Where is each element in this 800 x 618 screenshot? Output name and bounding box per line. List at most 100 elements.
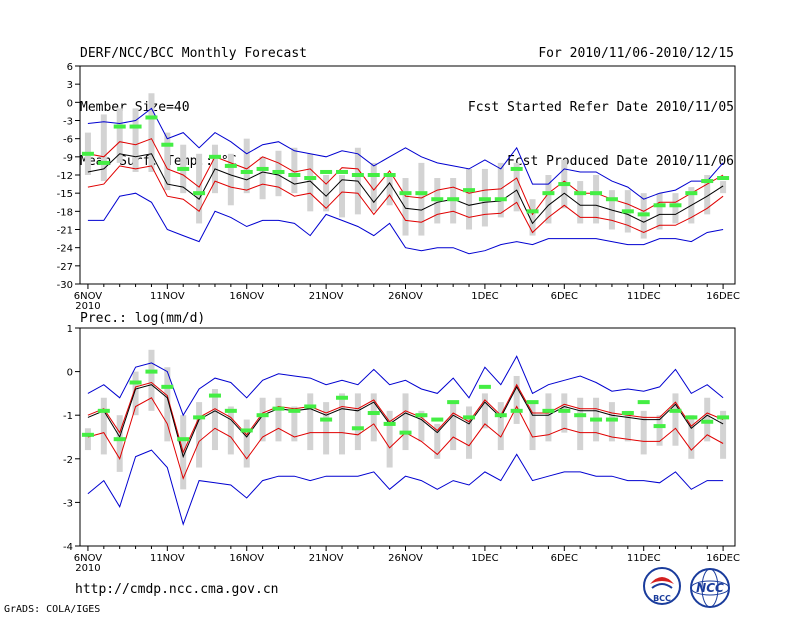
temp-y-tick-label: -30 — [57, 280, 73, 291]
temp-x-tick-label: 11DEC — [627, 291, 661, 302]
prec-range-bar — [370, 393, 377, 442]
prec-observed-marker — [129, 380, 142, 385]
temp-y-tick-label: -21 — [57, 226, 73, 237]
temp-y-tick-label: 6 — [67, 62, 73, 73]
temp-range-bar — [196, 153, 203, 224]
temp-observed-marker — [256, 166, 269, 171]
temp-observed-marker — [653, 203, 666, 208]
prec-observed-marker — [256, 413, 269, 418]
prec-observed-marker — [240, 428, 253, 433]
temp-range-bar — [227, 153, 234, 206]
temp-observed-marker — [336, 169, 348, 174]
temp-observed-marker — [383, 173, 396, 177]
temp-observed-marker — [590, 191, 603, 196]
footer-credit: GrADS: COLA/IGES — [4, 604, 101, 615]
prec-range-bar — [354, 393, 361, 451]
prec-y-tick-label: -2 — [63, 455, 73, 466]
temp-range-bar — [307, 153, 314, 212]
temp-x-tick-label: 16DEC — [706, 291, 740, 302]
prec-range-bar — [608, 402, 615, 442]
footer-url[interactable]: http://cmdp.ncc.cma.gov.cn — [75, 582, 279, 597]
temp-observed-marker — [463, 188, 476, 193]
prec-mean-line — [87, 384, 724, 459]
temp-observed-marker — [224, 163, 237, 168]
temp-observed-marker — [447, 197, 460, 202]
prec-range-bar — [577, 397, 584, 451]
temp-range-bar — [720, 181, 727, 194]
prec-observed-marker — [478, 384, 491, 389]
temp-observed-marker — [526, 209, 539, 214]
prec-observed-marker — [383, 421, 396, 426]
prec-observed-marker — [621, 411, 634, 416]
temp-range-bar — [402, 178, 409, 236]
prec-range-bar — [513, 375, 520, 424]
prec-lower-outer-line — [87, 449, 724, 526]
temp-observed-marker — [304, 176, 317, 181]
prec-range-bar — [481, 393, 488, 429]
prec-y-tick-label: -3 — [63, 498, 73, 509]
temp-range-bar — [672, 193, 679, 224]
temp-range-bar — [418, 162, 425, 236]
temp-range-bar — [577, 181, 584, 224]
temp-observed-marker — [605, 197, 618, 202]
forecast-start-date: Fcst Started Refer Date 2010/11/05 — [467, 100, 734, 115]
prec-observed-marker — [526, 400, 539, 405]
temp-lower-inner-line — [87, 165, 724, 234]
temp-range-bar — [116, 108, 123, 163]
temp-range-bar — [513, 162, 520, 212]
prec-range-bar — [704, 397, 711, 442]
prec-observed-marker — [81, 432, 94, 437]
prec-observed-marker — [320, 417, 333, 422]
temp-observed-marker — [288, 173, 301, 177]
prec-observed-marker — [431, 417, 444, 422]
prec-plot-frame — [79, 327, 736, 547]
temp-plot-frame — [79, 65, 736, 285]
temp-x-tick-label: 26NOV — [388, 291, 423, 302]
prec-observed-marker — [574, 413, 587, 418]
temp-observed-marker — [145, 115, 158, 120]
temp-range-bar — [545, 175, 552, 224]
temp-observed-marker — [272, 169, 285, 174]
temp-y-tick-label: -12 — [57, 171, 73, 182]
temp-range-bar — [497, 162, 504, 218]
temp-observed-marker — [399, 191, 412, 196]
bcc-logo: BCC — [643, 567, 681, 605]
temp-y-tick-label: -3 — [63, 117, 73, 128]
chart-title: DERF/NCC/BCC Monthly Forecast — [80, 46, 307, 61]
prec-observed-marker — [494, 413, 507, 418]
prec-range-bar — [323, 402, 330, 455]
prec-observed-marker — [177, 437, 190, 442]
prec-observed-marker — [288, 408, 301, 413]
temp-range-bar — [100, 114, 107, 182]
temp-observed-marker — [510, 166, 523, 171]
temp-observed-marker — [351, 173, 364, 177]
prec-x-tick-label: 16NOV — [229, 553, 264, 564]
prec-observed-marker — [558, 408, 571, 413]
ncc-logo: NCC — [690, 568, 730, 608]
prec-x-tick-label: 21NOV — [309, 553, 344, 564]
prec-range-bar — [243, 419, 250, 468]
prec-range-bar — [211, 389, 218, 451]
temp-y-tick-label: -6 — [63, 135, 73, 146]
prec-y-tick-label: 1 — [67, 324, 73, 335]
prec-observed-marker — [637, 400, 650, 405]
temp-observed-marker — [240, 169, 253, 174]
temp-upper-outer-line — [87, 107, 724, 200]
prec-x-tick-label: 11DEC — [627, 553, 661, 564]
prec-range-bar — [545, 393, 552, 442]
temp-range-bar — [339, 175, 345, 218]
prec-observed-marker — [717, 415, 730, 420]
prec-range-bar — [307, 393, 314, 451]
prec-observed-marker — [272, 406, 285, 411]
temp-x-tick-label: 1DEC — [471, 291, 498, 302]
prec-observed-marker — [701, 419, 714, 424]
prec-x-tick-label: 6NOV — [74, 553, 103, 564]
prec-range-bar — [672, 393, 679, 446]
temp-observed-marker — [113, 124, 126, 129]
temp-range-bar — [148, 93, 155, 172]
prec-x-tick-label: 6DEC — [551, 553, 578, 564]
temp-range-bar — [656, 193, 663, 230]
temp-observed-marker — [669, 203, 682, 208]
